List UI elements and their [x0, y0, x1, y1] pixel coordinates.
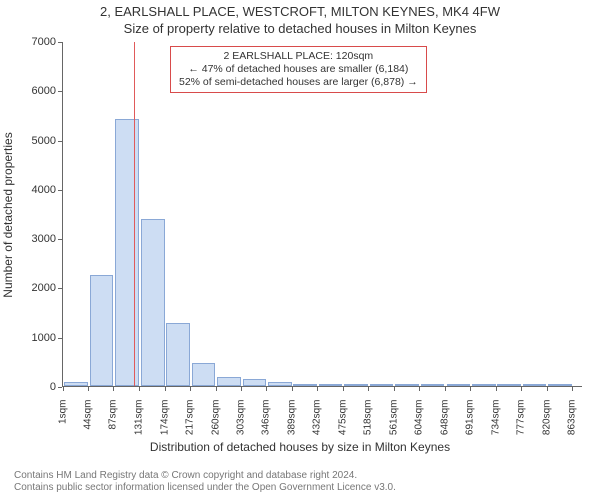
x-tick-mark	[317, 387, 318, 391]
x-tick-label: 1sqm	[57, 400, 68, 460]
y-tick-mark	[58, 387, 62, 388]
x-tick-label: 303sqm	[236, 400, 247, 460]
histogram-bar	[141, 219, 165, 386]
x-tick-label: 432sqm	[312, 400, 323, 460]
x-tick-label: 131sqm	[134, 400, 145, 460]
y-tick-label: 7000	[6, 36, 56, 48]
marker-line	[134, 42, 135, 386]
y-tick-mark	[58, 190, 62, 191]
histogram-bar	[90, 275, 114, 386]
footer-line2: Contains public sector information licen…	[14, 482, 396, 494]
x-tick-label: 561sqm	[388, 400, 399, 460]
x-tick-label: 346sqm	[261, 400, 272, 460]
x-tick-label: 648sqm	[439, 400, 450, 460]
x-tick-mark	[496, 387, 497, 391]
x-tick-mark	[113, 387, 114, 391]
histogram-bar	[115, 119, 139, 386]
x-tick-label: 820sqm	[541, 400, 552, 460]
y-tick-label: 6000	[6, 85, 56, 97]
histogram-bar	[268, 382, 292, 386]
chart-container: 2, EARLSHALL PLACE, WESTCROFT, MILTON KE…	[0, 0, 600, 500]
histogram-bar	[293, 384, 317, 386]
y-tick-mark	[58, 91, 62, 92]
y-tick-mark	[58, 288, 62, 289]
annotation-line1: 2 EARLSHALL PLACE: 120sqm	[179, 50, 418, 63]
footer-line1: Contains HM Land Registry data © Crown c…	[14, 470, 396, 482]
x-tick-mark	[63, 387, 64, 391]
histogram-bar	[319, 384, 343, 386]
y-tick-mark	[58, 338, 62, 339]
histogram-bar	[192, 363, 216, 386]
x-tick-label: 518sqm	[363, 400, 374, 460]
histogram-bar	[243, 379, 267, 386]
y-tick-mark	[58, 239, 62, 240]
footer-attribution: Contains HM Land Registry data © Crown c…	[14, 470, 396, 494]
x-tick-label: 777sqm	[516, 400, 527, 460]
chart-title-line1: 2, EARLSHALL PLACE, WESTCROFT, MILTON KE…	[0, 4, 600, 19]
x-tick-mark	[419, 387, 420, 391]
histogram-bar	[472, 384, 496, 386]
y-tick-label: 0	[6, 381, 56, 393]
annotation-line2: ← 47% of detached houses are smaller (6,…	[179, 63, 418, 76]
histogram-bar	[447, 384, 471, 386]
chart-title-line2: Size of property relative to detached ho…	[0, 21, 600, 36]
y-tick-mark	[58, 141, 62, 142]
x-tick-mark	[241, 387, 242, 391]
histogram-bar	[64, 382, 88, 386]
x-tick-label: 863sqm	[566, 400, 577, 460]
y-tick-label: 3000	[6, 233, 56, 245]
y-axis-label: Number of detached properties	[1, 132, 15, 297]
x-tick-mark	[343, 387, 344, 391]
x-tick-label: 174sqm	[159, 400, 170, 460]
x-tick-label: 87sqm	[108, 400, 119, 460]
x-tick-label: 734sqm	[490, 400, 501, 460]
histogram-bar	[548, 384, 572, 386]
x-tick-label: 260sqm	[210, 400, 221, 460]
histogram-bar	[497, 384, 521, 386]
annotation-box: 2 EARLSHALL PLACE: 120sqm ← 47% of detac…	[170, 46, 427, 93]
y-tick-label: 2000	[6, 282, 56, 294]
x-tick-mark	[547, 387, 548, 391]
histogram-bar	[344, 384, 368, 386]
x-tick-label: 604sqm	[413, 400, 424, 460]
x-tick-label: 475sqm	[337, 400, 348, 460]
x-tick-mark	[445, 387, 446, 391]
plot-area: 2 EARLSHALL PLACE: 120sqm ← 47% of detac…	[62, 42, 582, 387]
x-tick-mark	[190, 387, 191, 391]
x-tick-label: 44sqm	[83, 400, 94, 460]
x-tick-mark	[292, 387, 293, 391]
y-tick-label: 5000	[6, 135, 56, 147]
y-tick-label: 4000	[6, 184, 56, 196]
x-tick-label: 389sqm	[286, 400, 297, 460]
x-tick-mark	[88, 387, 89, 391]
x-tick-mark	[139, 387, 140, 391]
y-tick-mark	[58, 42, 62, 43]
y-tick-label: 1000	[6, 332, 56, 344]
histogram-bar	[217, 377, 241, 386]
x-tick-mark	[266, 387, 267, 391]
histogram-bar	[421, 384, 445, 386]
x-tick-label: 691sqm	[465, 400, 476, 460]
x-tick-mark	[394, 387, 395, 391]
x-tick-label: 217sqm	[185, 400, 196, 460]
annotation-line3: 52% of semi-detached houses are larger (…	[179, 76, 418, 89]
x-tick-mark	[470, 387, 471, 391]
x-tick-mark	[368, 387, 369, 391]
histogram-bar	[370, 384, 394, 386]
histogram-bar	[523, 384, 547, 386]
histogram-bar	[166, 323, 190, 386]
x-tick-mark	[572, 387, 573, 391]
x-tick-mark	[216, 387, 217, 391]
histogram-bar	[395, 384, 419, 386]
x-tick-mark	[165, 387, 166, 391]
x-tick-mark	[521, 387, 522, 391]
